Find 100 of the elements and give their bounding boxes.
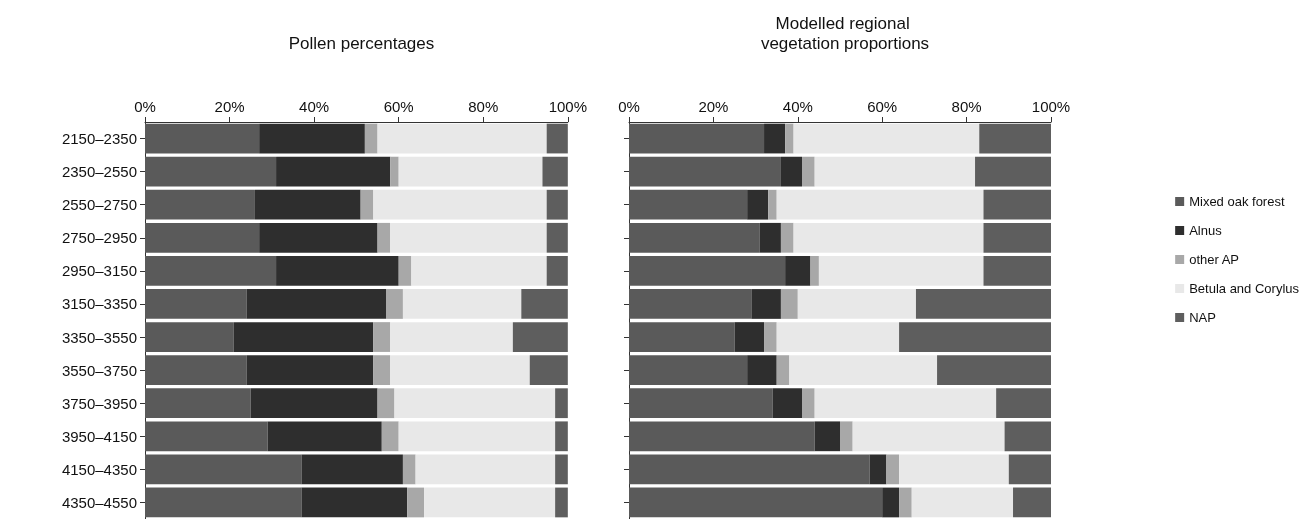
bar: [629, 322, 735, 352]
bar: [555, 421, 568, 452]
bar: [555, 388, 568, 419]
bar: [793, 222, 984, 253]
bar: [233, 322, 374, 352]
bar: [629, 388, 773, 419]
x-tick-label: 100%: [548, 98, 588, 115]
y-tick-label: 2150–2350: [61, 130, 137, 148]
x-tick-label: 20%: [214, 98, 245, 115]
bar: [390, 222, 547, 253]
bar: [840, 421, 853, 452]
bar: [407, 487, 425, 518]
bar: [267, 421, 382, 452]
bar: [629, 289, 752, 319]
bar: [377, 123, 547, 154]
bar: [899, 487, 912, 518]
bar: [785, 255, 811, 286]
bar: [629, 189, 748, 220]
bar: [390, 355, 530, 386]
bar: [780, 156, 803, 187]
bar: [424, 487, 556, 518]
bar: [629, 454, 870, 485]
bar: [373, 322, 391, 352]
bar: [899, 454, 1009, 485]
bar: [899, 322, 1051, 352]
bar: [145, 255, 277, 286]
bar: [629, 421, 815, 452]
bar: [776, 189, 984, 220]
bar: [983, 255, 1051, 286]
bar: [546, 222, 568, 253]
x-tick-label: 40%: [299, 98, 330, 115]
bar: [546, 123, 568, 154]
bar: [386, 289, 403, 319]
bar: [145, 421, 268, 452]
bar: [398, 156, 543, 187]
bar: [145, 156, 277, 187]
bar: [793, 123, 980, 154]
bar: [629, 255, 786, 286]
bar: [145, 123, 260, 154]
bar: [747, 189, 769, 220]
x-tick-label: 60%: [867, 98, 898, 115]
bar: [254, 189, 361, 220]
bar: [911, 487, 1014, 518]
bar: [276, 156, 391, 187]
bar: [394, 388, 556, 419]
bar: [882, 487, 900, 518]
chart-title: Modelled regional vegetation proportions: [760, 13, 930, 53]
legend-label: NAP: [1189, 310, 1216, 325]
bar: [145, 487, 302, 518]
bar: [1004, 421, 1051, 452]
legend-label: other AP: [1189, 252, 1240, 267]
bar: [377, 222, 391, 253]
bar: [747, 355, 777, 386]
bar: [629, 222, 760, 253]
bar: [301, 454, 403, 485]
bar: [145, 388, 251, 419]
bar: [629, 355, 748, 386]
x-tick-label: 100%: [1031, 98, 1071, 115]
bar: [785, 123, 794, 154]
bar: [542, 156, 568, 187]
bar: [364, 123, 378, 154]
bar: [810, 255, 819, 286]
bar: [983, 222, 1051, 253]
bar: [814, 156, 976, 187]
bar: [415, 454, 556, 485]
x-tick-label: 60%: [383, 98, 414, 115]
y-tick-label: 2350–2550: [61, 163, 137, 181]
bar: [780, 222, 794, 253]
bar: [390, 156, 399, 187]
y-tick-label: 3350–3550: [61, 328, 137, 346]
bar: [246, 355, 374, 386]
bar: [145, 222, 260, 253]
bar: [734, 322, 765, 352]
bar: [390, 322, 513, 352]
bar: [301, 487, 408, 518]
bar: [145, 189, 255, 220]
y-tick-label: 4150–4350: [61, 460, 137, 478]
bar: [776, 322, 900, 352]
bar: [411, 255, 547, 286]
bar: [852, 421, 1005, 452]
bar: [373, 355, 391, 386]
bar: [780, 289, 798, 319]
bar: [377, 388, 395, 419]
bar: [250, 388, 378, 419]
y-tick-label: 3950–4150: [61, 427, 137, 445]
bar: [772, 388, 803, 419]
bar: [814, 421, 840, 452]
bar: [776, 355, 790, 386]
bar: [360, 189, 374, 220]
bar: [802, 156, 815, 187]
x-tick-label: 20%: [698, 98, 729, 115]
bar: [789, 355, 938, 386]
bar: [1013, 487, 1051, 518]
x-tick-label: 40%: [782, 98, 813, 115]
bar: [629, 156, 781, 187]
bar: [797, 289, 916, 319]
bar: [768, 189, 777, 220]
legend-label: Alnus: [1189, 223, 1223, 238]
x-tick-label: 0%: [618, 98, 640, 115]
bar: [276, 255, 399, 286]
